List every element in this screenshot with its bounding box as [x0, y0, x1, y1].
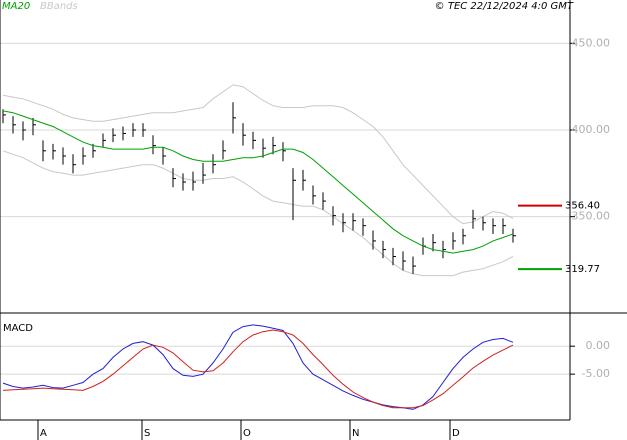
panel-title: MACD — [3, 323, 33, 334]
y-tick-label: 0.00 — [586, 339, 611, 352]
level-label: 356.40 — [565, 201, 600, 212]
x-tick-label: N — [352, 428, 359, 439]
level-label: 319.77 — [565, 264, 600, 275]
y-tick-label: 450.00 — [572, 36, 611, 49]
bband-lower — [2, 150, 514, 277]
bband-upper — [2, 84, 514, 225]
y-tick-label: 350.00 — [572, 210, 611, 223]
x-tick-label: S — [144, 428, 150, 439]
marks: 356.40 319.77 — [2, 84, 600, 410]
ma-line — [2, 110, 514, 254]
grid: 350.00 400.00 450.00 -5.00 0.00 A S O N D — [0, 36, 610, 440]
macd-line — [2, 324, 514, 410]
legend-entry: MA20 — [2, 1, 30, 12]
macd-line — [2, 329, 514, 409]
legend-entry: BBands — [40, 1, 78, 12]
source: © TEC 22/12/2024 4:0 GMT — [435, 1, 574, 12]
y-tick-label: -5.00 — [582, 367, 610, 380]
x-tick-label: A — [40, 428, 47, 439]
x-tick-label: O — [243, 428, 251, 439]
y-tick-label: 400.00 — [572, 123, 611, 136]
x-tick-label: D — [452, 428, 460, 439]
